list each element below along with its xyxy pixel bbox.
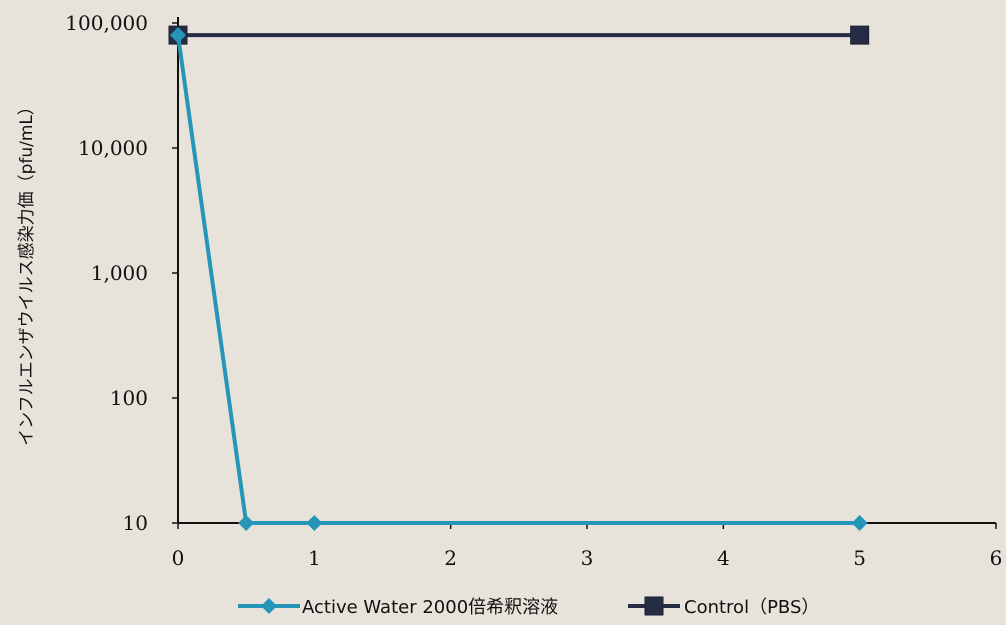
legend: Active Water 2000倍希釈溶液 Control（PBS） [238,597,819,618]
x-tick-label: 6 [990,546,1003,570]
series-layer [169,26,869,531]
x-tick-label: 3 [581,546,594,570]
series-line [178,35,860,523]
x-tick-label: 1 [308,546,321,570]
data-point-square [645,597,663,615]
legend-label: Control（PBS） [684,597,819,618]
x-tick-label: 2 [444,546,457,570]
y-tick-label: 100,000 [65,11,148,35]
data-point-diamond [852,515,868,531]
data-point-square [851,26,869,44]
y-tick-label: 100 [110,386,148,410]
y-tick-label: 10 [123,511,148,535]
y-tick-label: 10,000 [78,136,148,160]
y-tick-label: 1,000 [91,261,148,285]
legend-label: Active Water 2000倍希釈溶液 [302,597,558,618]
axes: 0 1 2 3 4 5 6 10 100 1,000 10,000 100,000 [65,11,1002,570]
x-tick-label: 0 [172,546,185,570]
data-point-diamond [238,515,254,531]
y-axis-title: インフルエンザウイルス感染力価（pfu/mL） [17,98,37,446]
data-point-diamond [261,598,277,614]
data-point-diamond [306,515,322,531]
x-tick-label: 4 [717,546,730,570]
x-tick-label: 5 [853,546,866,570]
